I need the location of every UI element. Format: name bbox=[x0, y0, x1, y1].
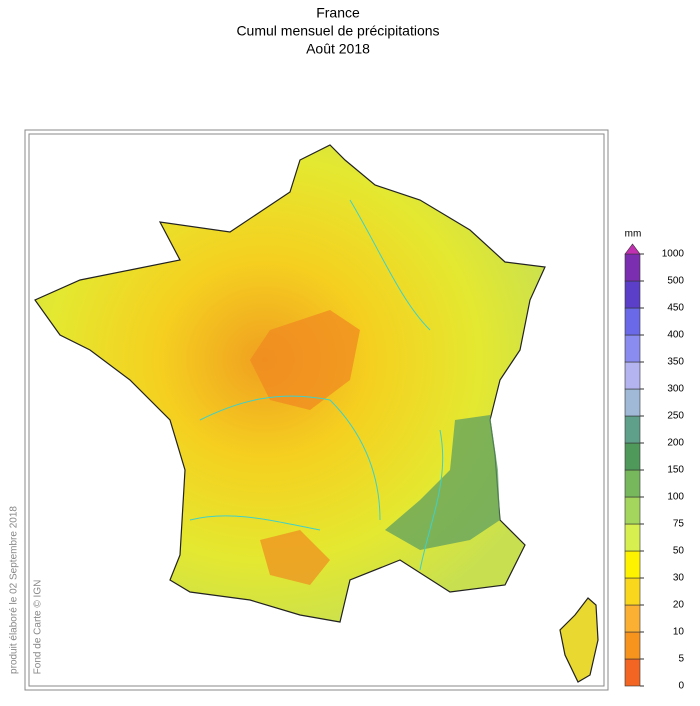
legend-swatch bbox=[624, 658, 641, 687]
legend-tick-label: 50 bbox=[673, 546, 685, 557]
map bbox=[34, 144, 599, 683]
legend-swatch bbox=[624, 469, 641, 498]
legend-tick-label: 450 bbox=[667, 303, 684, 314]
rivers bbox=[189, 199, 444, 571]
legend-swatch bbox=[624, 523, 641, 552]
legend: 0 5 10 20 30 50 75 100 150 200 250 300 350 400 450 500 1… bbox=[624, 243, 685, 692]
legend-over-arrow bbox=[624, 243, 641, 255]
legend-swatch bbox=[624, 604, 641, 633]
title-line: France bbox=[316, 5, 360, 21]
legend-tick-label: 350 bbox=[667, 357, 684, 368]
legend-swatch bbox=[624, 388, 641, 417]
legend-tick-label: 5 bbox=[678, 654, 684, 665]
dry-zone bbox=[250, 310, 360, 410]
legend-swatch bbox=[624, 496, 641, 525]
legend-swatch bbox=[624, 577, 641, 606]
legend-tick-label: 75 bbox=[673, 519, 685, 530]
legend-tick-label: 100 bbox=[667, 492, 684, 503]
dry-zone bbox=[260, 530, 330, 585]
legend-swatch bbox=[624, 415, 641, 444]
credit-basemap: Fond de Carte © IGN bbox=[33, 580, 44, 675]
map-frame bbox=[24, 129, 609, 691]
legend-tick-label: 250 bbox=[667, 411, 684, 422]
legend-tick-label: 0 bbox=[678, 681, 684, 692]
legend-tick-label: 20 bbox=[673, 600, 685, 611]
france-corsica bbox=[559, 597, 599, 683]
legend-swatch bbox=[624, 442, 641, 471]
title-line: Août 2018 bbox=[306, 41, 370, 57]
legend-tick-label: 30 bbox=[673, 573, 685, 584]
legend-swatch bbox=[624, 280, 641, 309]
legend-tick-label: 400 bbox=[667, 330, 684, 341]
legend-swatch bbox=[624, 631, 641, 660]
legend-tick-label: 500 bbox=[667, 276, 684, 287]
legend-swatch bbox=[624, 307, 641, 336]
legend-tick-label: 10 bbox=[673, 627, 685, 638]
title-line: Cumul mensuel de précipitations bbox=[236, 23, 439, 39]
legend-tick-label: 1000 bbox=[662, 249, 685, 260]
legend-swatch bbox=[624, 334, 641, 363]
legend-swatch bbox=[624, 361, 641, 390]
legend-tick-label: 150 bbox=[667, 465, 684, 476]
legend-tick-label: 200 bbox=[667, 438, 684, 449]
legend-swatch bbox=[624, 253, 641, 282]
wet-zone bbox=[385, 415, 500, 550]
credit-produced: produit élaboré le 02 Septembre 2018 bbox=[9, 506, 20, 674]
legend-tick-label: 300 bbox=[667, 384, 684, 395]
legend-unit: mm bbox=[625, 229, 642, 240]
legend-swatch bbox=[624, 550, 641, 579]
